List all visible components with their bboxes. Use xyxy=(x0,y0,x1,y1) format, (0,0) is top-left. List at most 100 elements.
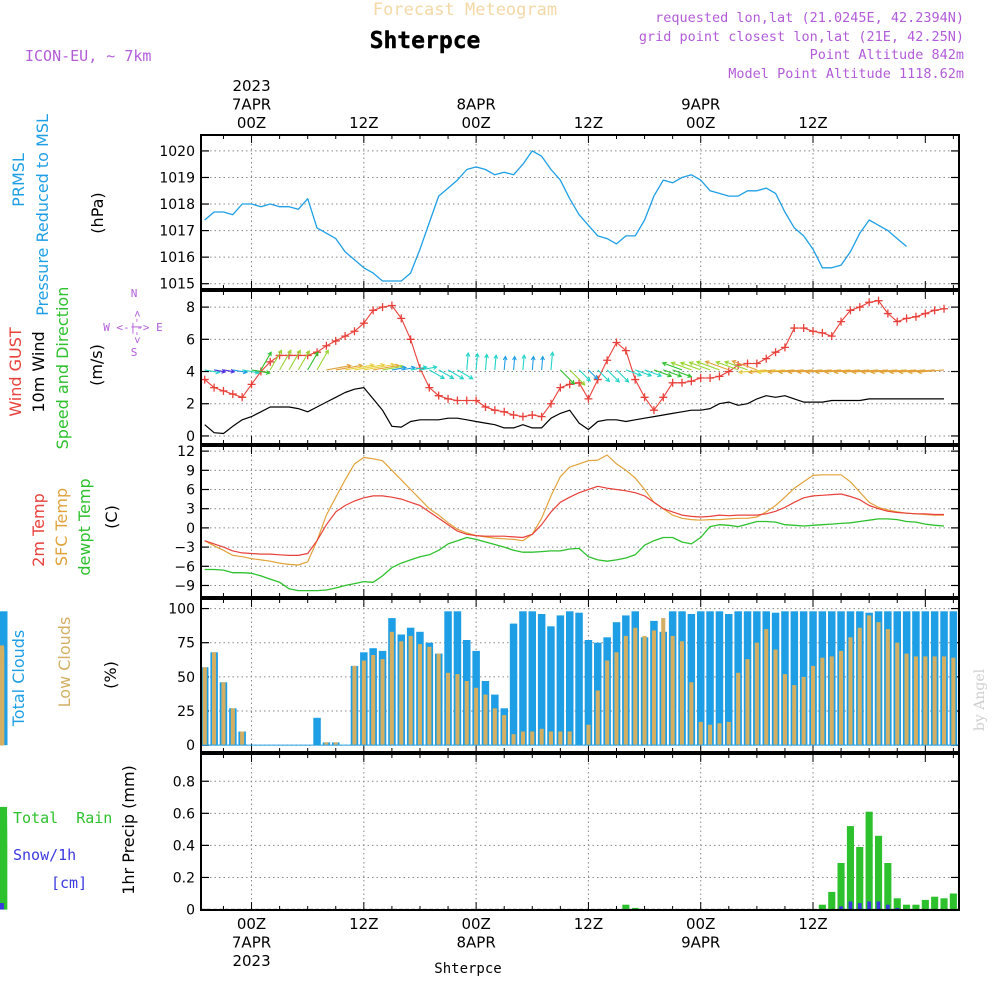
low-cloud-bar xyxy=(951,657,956,746)
point-altitude: Point Altitude 842m xyxy=(810,47,964,63)
y-tick-label: 4 xyxy=(186,365,195,381)
total-cloud-bar xyxy=(509,623,518,746)
low-cloud-bar xyxy=(764,629,769,746)
top-time-label: 00Z xyxy=(461,114,490,132)
gust-label: Wind GUST xyxy=(6,327,25,417)
panel-frame xyxy=(200,753,960,911)
footer-location: Shterpce xyxy=(434,961,501,977)
y-tick-label: 1020 xyxy=(159,144,195,160)
gust-marker xyxy=(378,303,387,312)
wind-arrow xyxy=(530,355,536,370)
gust-marker xyxy=(266,357,275,366)
bottom-time-label: 12Z xyxy=(798,915,827,933)
low-cloud-bar xyxy=(717,723,722,746)
low-cloud-bar xyxy=(408,635,413,746)
t2m-label: 2m Temp xyxy=(29,493,48,567)
gust-marker xyxy=(762,354,771,363)
total-cloud-bar xyxy=(706,611,714,746)
gust-marker xyxy=(518,412,527,421)
wind-arrow xyxy=(307,351,319,371)
gust-marker xyxy=(210,383,219,392)
top-time-label: 12Z xyxy=(574,114,603,132)
gust-marker xyxy=(350,327,359,336)
model-altitude: Model Point Altitude 1118.62m xyxy=(728,66,964,82)
wind-arrow xyxy=(559,369,576,385)
y-tick-label: 0 xyxy=(186,738,195,754)
gust-marker xyxy=(387,301,396,310)
wind-arrow xyxy=(635,369,653,377)
low-cloud-bar xyxy=(736,672,741,746)
wind-arrow xyxy=(269,349,283,371)
gust-marker xyxy=(771,348,780,357)
wind-arrow xyxy=(493,353,499,370)
gust-marker xyxy=(565,380,574,389)
gust-marker xyxy=(322,341,331,350)
wind-arrow xyxy=(288,349,301,371)
gust-marker xyxy=(752,359,761,368)
wind-arrow xyxy=(731,359,758,371)
gust-marker xyxy=(575,378,584,387)
y-tick-label: 12 xyxy=(177,444,195,460)
wind-arrow xyxy=(419,365,438,371)
gust-marker xyxy=(696,373,705,382)
wind-arrow xyxy=(704,360,729,371)
wind-arrow xyxy=(512,355,517,370)
wind-arrow xyxy=(737,369,767,375)
gust-marker xyxy=(509,411,518,420)
rain-bar xyxy=(865,811,873,910)
gust-marker xyxy=(706,373,715,382)
compass-s: S xyxy=(131,346,138,359)
top-time-label: 00Z xyxy=(686,114,715,132)
bottom-time-label: 12Z xyxy=(349,915,378,933)
wind-arrow xyxy=(907,369,935,375)
gust-marker xyxy=(537,412,546,421)
plot-layer: 1015 1016 1017 1018 1019 1020 0 2 4 6 8 −9 −6 −3 0 3 6 9 1… xyxy=(0,77,960,970)
pressure-line xyxy=(204,150,908,282)
precip-unit: 1hr Precip (mm) xyxy=(119,765,138,895)
rain-bar xyxy=(940,898,948,910)
low-cloud-bar xyxy=(642,635,647,746)
wind-arrow xyxy=(223,368,236,374)
gust-marker xyxy=(453,396,462,405)
total-cloud-bar xyxy=(790,611,799,746)
rain-bar xyxy=(837,863,845,910)
low-cloud-bar xyxy=(474,687,479,746)
total-cloud-bar xyxy=(566,611,574,746)
wind-arrow xyxy=(502,355,508,370)
low-cloud-bar xyxy=(436,653,441,746)
gust-marker xyxy=(500,407,509,416)
wind-arrow xyxy=(465,351,471,370)
wind-arrow xyxy=(279,349,292,371)
low-cloud-bar xyxy=(483,694,488,746)
gust-marker xyxy=(546,399,555,408)
low-cloud-bar xyxy=(511,734,516,746)
gust-marker xyxy=(678,378,687,387)
low-cloud-bar xyxy=(904,653,909,746)
compass-ns: <-|-> xyxy=(131,310,144,343)
snow-bar xyxy=(848,901,853,910)
y-tick-label: −3 xyxy=(174,540,195,556)
low-cloud-bar xyxy=(661,618,666,746)
low-cloud-bar xyxy=(202,667,207,746)
wind-arrow xyxy=(316,349,329,371)
low-cloud-bar xyxy=(502,715,507,746)
gust-marker xyxy=(631,375,640,384)
low-cloud-bar xyxy=(520,731,525,746)
rain-bar xyxy=(622,904,630,910)
low-cloud-bar xyxy=(586,724,591,746)
panel-frame xyxy=(200,598,960,753)
panel-frame xyxy=(200,290,960,445)
bottom-time-label: 00Z xyxy=(686,915,715,933)
bottom-time-label: 2023 xyxy=(232,952,270,970)
low-cloud-bar xyxy=(212,652,217,746)
top-time-label: 12Z xyxy=(798,114,827,132)
rain-bar xyxy=(949,893,957,910)
gust-marker xyxy=(911,312,920,321)
gust-marker xyxy=(359,319,368,328)
snow-unit: [cm] xyxy=(51,874,87,892)
y-tick-label: 2 xyxy=(186,397,195,413)
total-cloud-bar xyxy=(725,614,733,746)
wind-speed-label: Speed and Direction xyxy=(53,287,72,450)
rain-bar xyxy=(856,847,864,910)
